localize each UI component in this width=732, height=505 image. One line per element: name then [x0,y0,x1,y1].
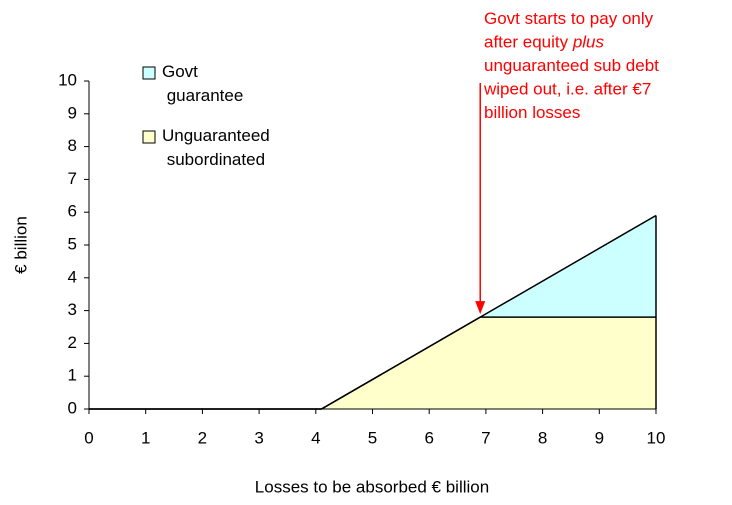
legend-label: Govt guarantee [162,62,243,105]
y-tick-label: 0 [68,398,77,417]
y-tick-label: 2 [68,333,77,352]
x-tick-label: 5 [368,428,377,447]
annotation-text: Govt starts to pay only [484,9,654,28]
x-tick-label: 1 [141,428,150,447]
legend-label: Unguaranteed subordinated [162,126,270,169]
x-tick-label: 3 [254,428,263,447]
annotation-line: Govt starts to pay only [484,9,654,28]
annotation-line: after equity plus [484,33,605,52]
x-tick-label: 6 [424,428,433,447]
y-tick-label: 4 [68,267,77,286]
annotation-text: plus [572,33,605,52]
x-tick-label: 8 [538,428,547,447]
x-tick-label: 4 [311,428,320,447]
annotation-text: billion losses [484,103,580,122]
y-tick-label: 6 [68,202,77,221]
annotation-line: billion losses [484,103,580,122]
y-tick-label: 5 [68,234,77,253]
annotation-line: wiped out, i.e. after €7 [483,80,651,99]
y-axis-label: € billion [11,216,30,274]
annotation-text: unguaranteed sub debt [484,56,659,75]
x-tick-label: 10 [647,428,666,447]
x-axis-label: Losses to be absorbed € billion [255,477,489,496]
y-tick-label: 3 [68,300,77,319]
area [89,317,656,409]
y-tick-label: 8 [68,136,77,155]
area [89,215,656,409]
y-tick-label: 10 [58,70,77,89]
y-tick-label: 9 [68,103,77,122]
x-tick-label: 9 [595,428,604,447]
legend-swatch [142,130,156,144]
y-tick-label: 7 [68,169,77,188]
annotation-text: after equity [484,33,573,52]
y-tick-label: 1 [68,366,77,385]
x-tick-label: 0 [84,428,93,447]
x-tick-label: 2 [198,428,207,447]
annotation-arrowhead [475,301,486,315]
annotation-text: wiped out, i.e. after €7 [483,80,651,99]
annotation-line: unguaranteed sub debt [484,56,659,75]
x-tick-label: 7 [481,428,490,447]
legend-swatch [142,66,156,80]
